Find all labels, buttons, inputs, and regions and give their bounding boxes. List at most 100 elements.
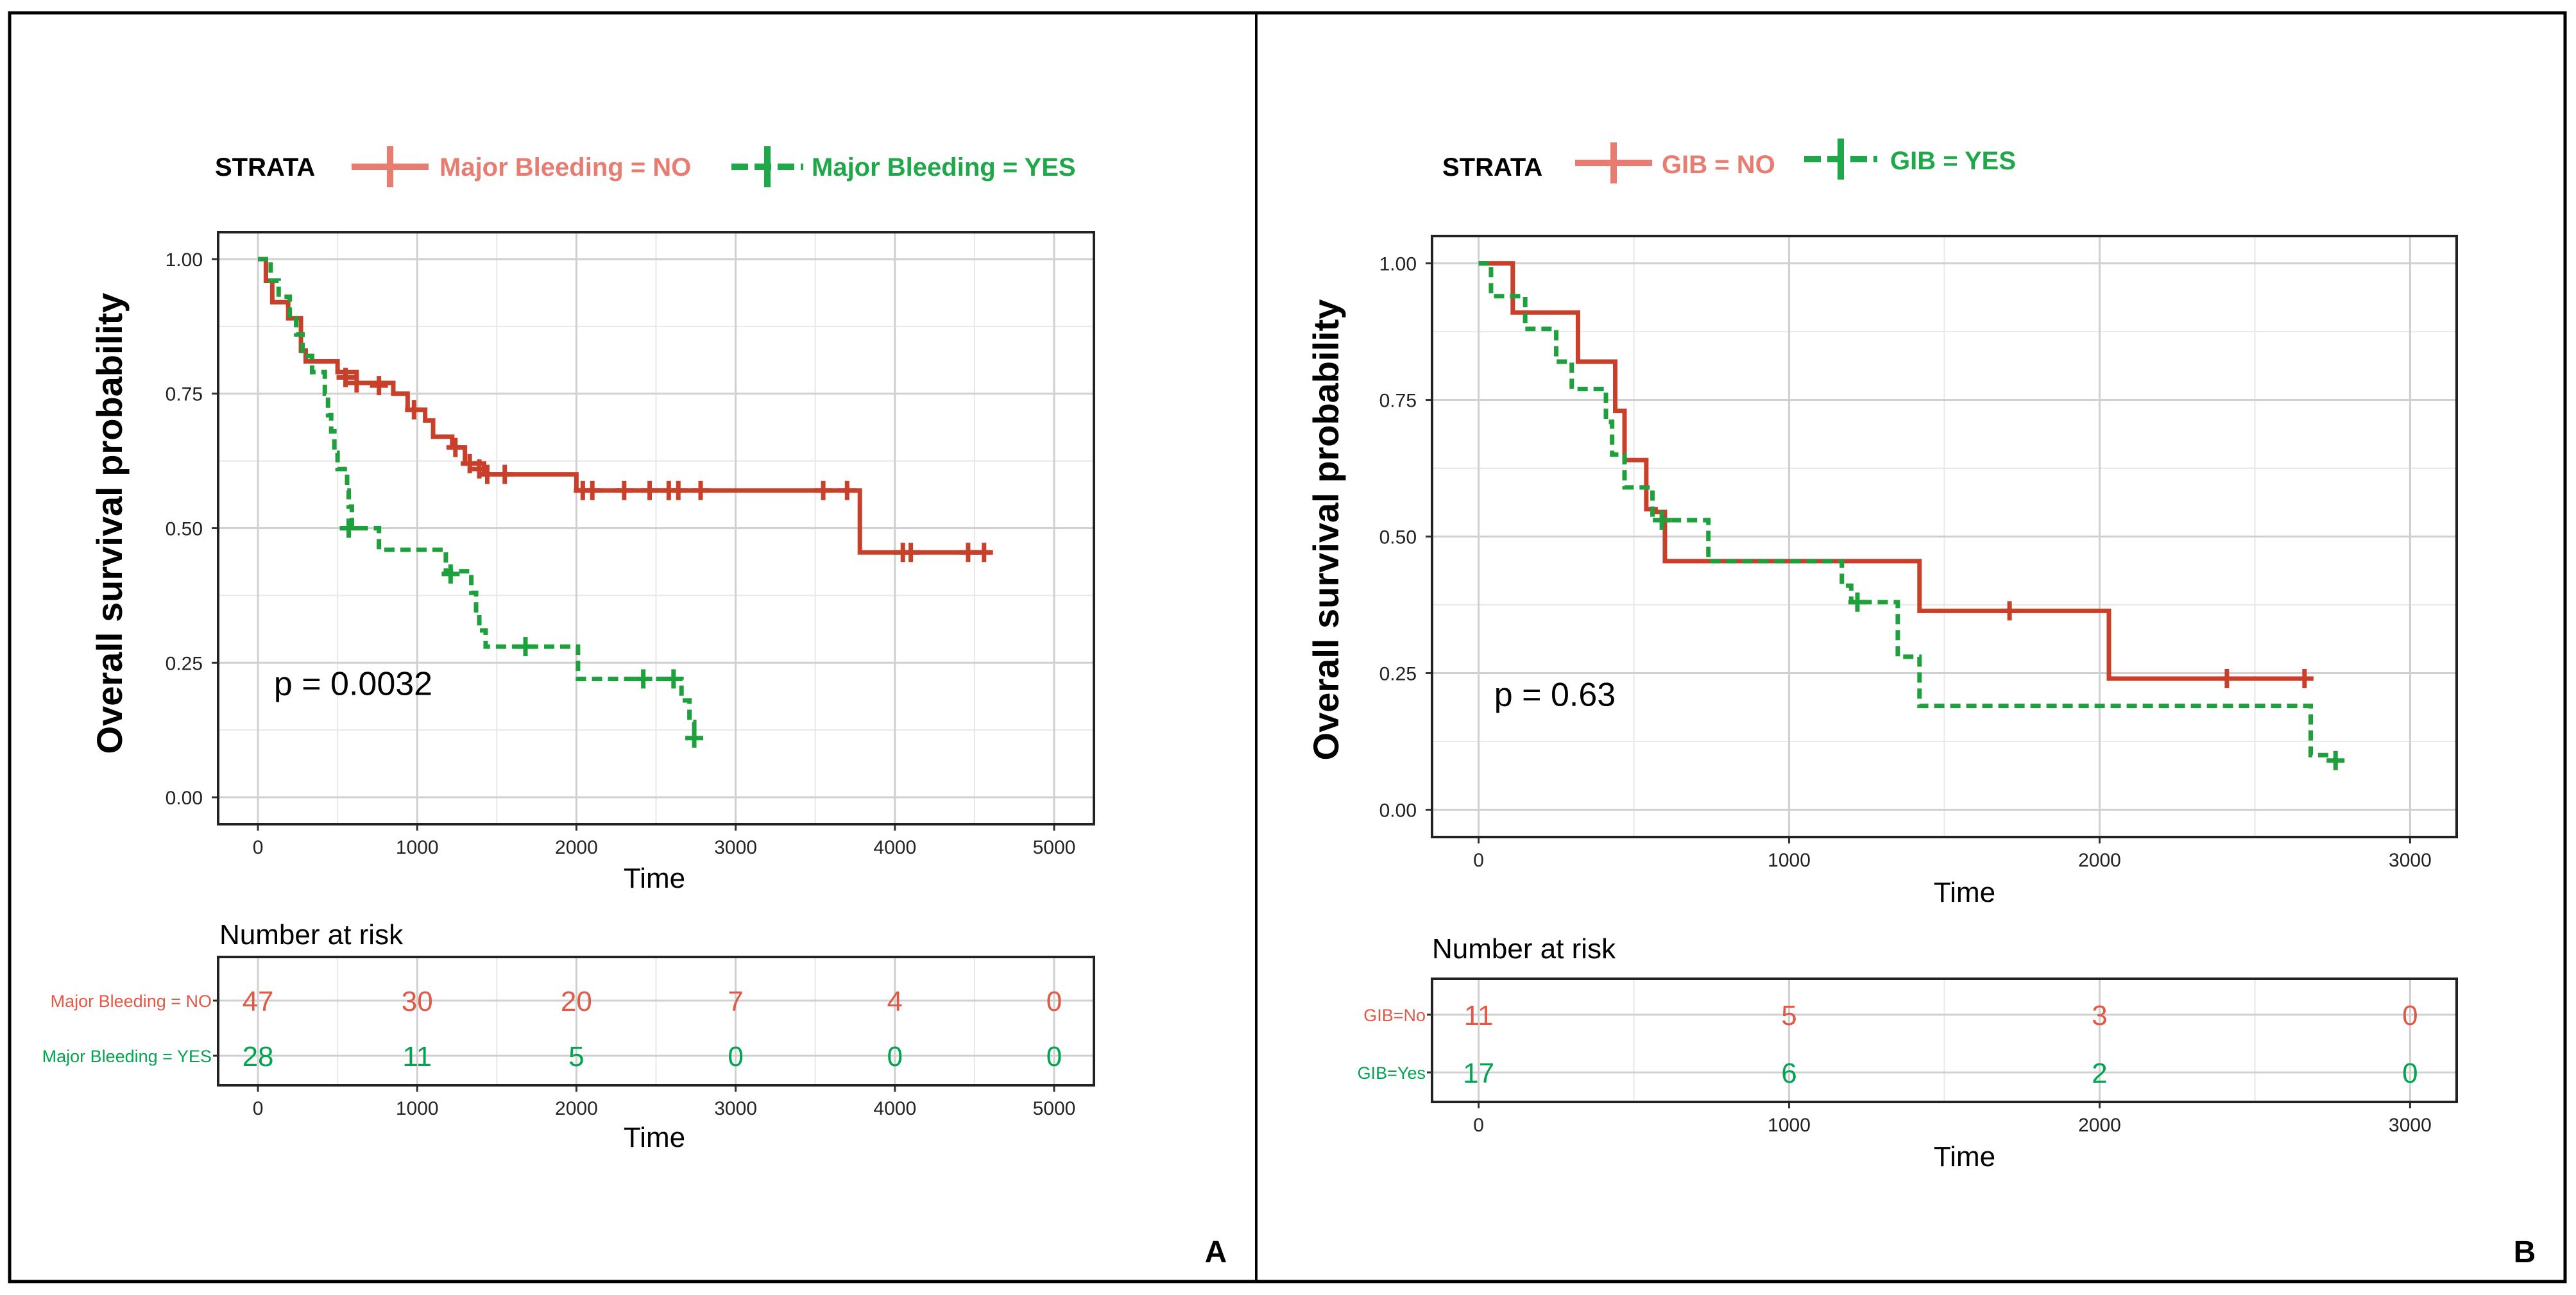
risk-count: 30 xyxy=(402,986,433,1017)
risk-count: 20 xyxy=(561,986,592,1017)
risk-x-tick-label: 5000 xyxy=(1033,1098,1076,1119)
risk-count: 0 xyxy=(2402,1058,2418,1089)
censor-mark xyxy=(685,728,704,748)
x-tick-label: 3000 xyxy=(714,837,757,858)
censor-mark xyxy=(634,669,653,689)
legend-title: STRATA xyxy=(1442,153,1542,182)
risk-count: 6 xyxy=(1781,1058,1796,1089)
risk-x-tick-label: 3000 xyxy=(714,1098,757,1119)
censor-mark xyxy=(441,564,460,584)
panel-letter: B xyxy=(2514,1235,2536,1269)
y-tick-label: 1.00 xyxy=(1379,254,1417,275)
risk-table-border xyxy=(217,956,1095,1087)
risk-row-label: GIB=Yes xyxy=(1358,1063,1426,1083)
y-tick-label: 0.75 xyxy=(1379,391,1417,412)
risk-x-tick-label: 0 xyxy=(1473,1115,1484,1136)
censor-mark xyxy=(461,453,479,473)
censor-mark xyxy=(664,669,683,689)
censor-mark xyxy=(2326,750,2345,770)
censor-mark xyxy=(478,464,497,484)
survival-plot-a: 0 1000 2000 3000 4000 5000 0.00 0.25 0.50 0.75 1.0… xyxy=(166,231,1095,858)
p-value-label: p = 0.63 xyxy=(1494,677,1616,714)
y-axis-title: Overall survival probability xyxy=(1306,300,1346,761)
censor-mark xyxy=(516,637,534,657)
risk-row-label: Major Bleeding = NO xyxy=(51,992,212,1011)
risk-count: 0 xyxy=(887,1041,903,1072)
censor-mark xyxy=(814,480,833,500)
censor-mark xyxy=(1848,592,1866,612)
x-tick-label: 3000 xyxy=(2389,850,2432,871)
risk-count: 4 xyxy=(887,986,903,1017)
x-tick-label: 0 xyxy=(1473,850,1484,871)
risk-x-tick-label: 1000 xyxy=(1768,1115,1811,1136)
risk-x-tick-label: 0 xyxy=(253,1098,264,1119)
y-tick-label: 0.50 xyxy=(166,519,203,540)
censor-mark xyxy=(838,480,857,500)
risk-x-axis-title: Time xyxy=(624,1122,685,1153)
x-tick-label: 1000 xyxy=(1768,850,1811,871)
censor-mark xyxy=(1653,510,1671,530)
y-tick-label: 0.75 xyxy=(166,384,203,405)
censor-mark xyxy=(669,480,688,500)
risk-count: 47 xyxy=(243,986,274,1017)
risk-x-tick-label: 3000 xyxy=(2389,1115,2432,1136)
x-tick-label: 4000 xyxy=(873,837,916,858)
y-tick-label: 0.00 xyxy=(166,788,203,809)
risk-count: 0 xyxy=(2402,1000,2418,1031)
figure-frame xyxy=(8,11,2567,1283)
y-tick-label: 0.00 xyxy=(1379,800,1417,821)
risk-count: 17 xyxy=(1463,1058,1494,1089)
risk-count: 5 xyxy=(1781,1000,1796,1031)
censor-mark xyxy=(339,518,358,538)
risk-count: 0 xyxy=(1046,1041,1062,1072)
censor-mark xyxy=(495,464,514,484)
censor-mark xyxy=(615,480,633,500)
risk-x-tick-label: 1000 xyxy=(396,1098,439,1119)
x-tick-label: 2000 xyxy=(555,837,598,858)
censor-mark xyxy=(2295,668,2314,688)
survival-plot-b: 0 1000 2000 3000 0.00 0.25 0.50 0.75 1.00 xyxy=(1379,235,2458,871)
risk-table-b: 0 1000 2000 3000 GIB=No 11 5 3 0 GIB=Yes 17 6 2 0 xyxy=(1358,978,2458,1136)
censor-mark xyxy=(336,368,355,387)
risk-x-axis-title: Time xyxy=(1934,1141,1995,1172)
censor-mark xyxy=(691,480,710,500)
risk-table-title: Number at risk xyxy=(1432,933,1616,965)
censor-mark xyxy=(975,543,993,563)
risk-count: 11 xyxy=(402,1041,432,1072)
censor-mark xyxy=(405,400,423,419)
x-axis-title: Time xyxy=(624,863,685,894)
y-tick-label: 1.00 xyxy=(166,250,203,271)
x-tick-label: 1000 xyxy=(396,837,439,858)
legend-entry-major-bleeding-yes[interactable]: Major Bleeding = YES xyxy=(731,146,1076,187)
p-value-label: p = 0.0032 xyxy=(274,666,432,703)
survival-curve-yes xyxy=(258,257,697,738)
plot-border xyxy=(1431,235,2458,838)
panel-a: STRATA Major Bleeding = NO Major Bleedin… xyxy=(42,146,1227,1269)
panel-letter: A xyxy=(1205,1235,1227,1269)
censor-mark xyxy=(640,480,659,500)
survival-curve-no xyxy=(1478,261,2305,681)
censor-mark xyxy=(2000,601,2019,621)
risk-row-label: GIB=No xyxy=(1363,1006,1426,1025)
censor-mark xyxy=(446,437,465,457)
censor-mark xyxy=(959,543,977,563)
censor-mark xyxy=(347,373,366,393)
legend-entry-major-bleeding-no[interactable]: Major Bleeding = NO xyxy=(352,146,691,187)
legend-entry-gib-no[interactable]: GIB = NO xyxy=(1575,142,1775,183)
censor-mark xyxy=(2217,668,2236,688)
censor-mark xyxy=(583,480,602,500)
risk-count: 7 xyxy=(728,986,743,1017)
x-tick-label: 2000 xyxy=(2078,850,2121,871)
legend-label: GIB = YES xyxy=(1890,147,2016,175)
y-axis-title: Overall survival probability xyxy=(89,293,130,754)
y-tick-label: 0.50 xyxy=(1379,527,1417,548)
legend-label: GIB = NO xyxy=(1662,151,1775,179)
risk-count: 28 xyxy=(243,1041,274,1072)
legend-entry-gib-yes[interactable]: GIB = YES xyxy=(1804,139,2016,180)
y-tick-label: 0.25 xyxy=(166,653,203,674)
risk-count: 0 xyxy=(1046,986,1062,1017)
survival-curve-yes xyxy=(1478,261,2336,758)
survival-curve-no xyxy=(258,257,991,555)
x-axis-title: Time xyxy=(1934,877,1995,908)
